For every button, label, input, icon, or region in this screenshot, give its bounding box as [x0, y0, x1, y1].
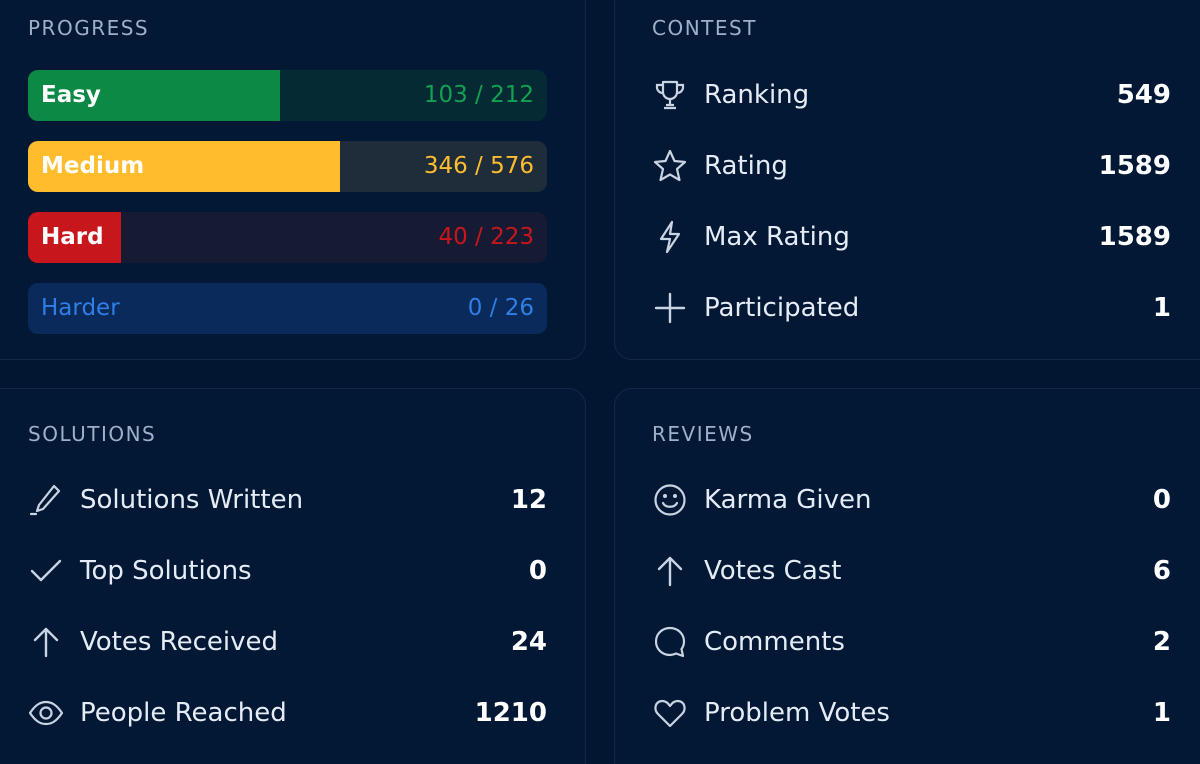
comment-icon: [654, 626, 686, 658]
progress-title: PROGRESS: [28, 16, 150, 40]
contest-row-rating: Rating 1589: [652, 144, 1171, 188]
contest-row-max-rating: Max Rating 1589: [652, 215, 1171, 259]
solutions-label-people-reached: People Reached: [80, 698, 287, 728]
heart-icon: [654, 699, 686, 728]
solutions-value-people-reached: 1210: [474, 698, 547, 728]
reviews-row-problem-votes: Problem Votes 1: [652, 691, 1171, 735]
reviews-label-problem-votes: Problem Votes: [704, 698, 890, 728]
reviews-label-votes-cast: Votes Cast: [704, 556, 842, 586]
progress-count-hard: 40 / 223: [438, 224, 534, 250]
reviews-value-problem-votes: 1: [1152, 698, 1171, 728]
progress-fill-easy: [28, 70, 281, 121]
reviews-value-comments: 2: [1152, 627, 1171, 657]
plus-icon: [654, 292, 686, 324]
solutions-card: [0, 388, 586, 764]
trophy-icon: [655, 80, 685, 110]
solutions-value-top: 0: [528, 556, 547, 586]
progress-label-harder: Harder: [41, 295, 120, 321]
pencil-icon: [29, 484, 61, 516]
progress-bar-hard: Hard 40 / 223: [28, 212, 547, 263]
contest-title: CONTEST: [652, 16, 757, 40]
solutions-label-votes-received: Votes Received: [80, 627, 278, 657]
contest-value-participated: 1: [1152, 293, 1171, 323]
contest-label-max-rating: Max Rating: [704, 222, 850, 252]
solutions-label-top: Top Solutions: [80, 556, 252, 586]
progress-count-easy: 103 / 212: [423, 82, 534, 108]
progress-bar-easy: Easy 103 / 212: [28, 70, 547, 121]
reviews-value-votes-cast: 6: [1152, 556, 1171, 586]
progress-bar-medium: Medium 346 / 576: [28, 141, 547, 192]
check-icon: [30, 559, 62, 582]
contest-row-ranking: Ranking 549: [652, 73, 1171, 117]
arrow-up-icon: [657, 556, 683, 587]
progress-bar-harder: Harder 0 / 26: [28, 283, 547, 334]
contest-label-participated: Participated: [704, 293, 860, 323]
contest-value-max-rating: 1589: [1098, 222, 1171, 252]
contest-label-rating: Rating: [704, 151, 788, 181]
reviews-label-comments: Comments: [704, 627, 845, 657]
lightning-icon: [659, 220, 681, 254]
solutions-row-people-reached: People Reached 1210: [28, 691, 547, 735]
solutions-label-written: Solutions Written: [80, 485, 304, 515]
progress-count-harder: 0 / 26: [467, 295, 534, 321]
reviews-value-karma: 0: [1152, 485, 1171, 515]
contest-card: [614, 0, 1200, 360]
progress-count-medium: 346 / 576: [423, 153, 534, 179]
reviews-row-votes-cast: Votes Cast 6: [652, 549, 1171, 593]
smiley-icon: [654, 484, 686, 516]
solutions-row-written: Solutions Written 12: [28, 478, 547, 522]
star-icon: [653, 149, 687, 182]
solutions-row-top: Top Solutions 0: [28, 549, 547, 593]
reviews-label-karma: Karma Given: [704, 485, 872, 515]
contest-value-rating: 1589: [1098, 151, 1171, 181]
progress-fill-hard: [28, 212, 122, 263]
reviews-card: [614, 388, 1200, 764]
progress-label-easy: Easy: [41, 82, 101, 108]
solutions-title: SOLUTIONS: [28, 422, 157, 446]
reviews-title: REVIEWS: [652, 422, 754, 446]
contest-label-ranking: Ranking: [704, 80, 810, 110]
progress-label-hard: Hard: [41, 224, 104, 250]
contest-row-participated: Participated 1: [652, 286, 1171, 330]
solutions-value-votes-received: 24: [510, 627, 547, 657]
eye-icon: [28, 700, 64, 726]
reviews-row-comments: Comments 2: [652, 620, 1171, 664]
progress-fill-medium: [28, 141, 340, 192]
arrow-up-icon: [33, 627, 59, 658]
contest-value-ranking: 549: [1116, 80, 1171, 110]
reviews-row-karma: Karma Given 0: [652, 478, 1171, 522]
solutions-row-votes-received: Votes Received 24: [28, 620, 547, 664]
progress-label-medium: Medium: [41, 153, 145, 179]
solutions-value-written: 12: [510, 485, 547, 515]
